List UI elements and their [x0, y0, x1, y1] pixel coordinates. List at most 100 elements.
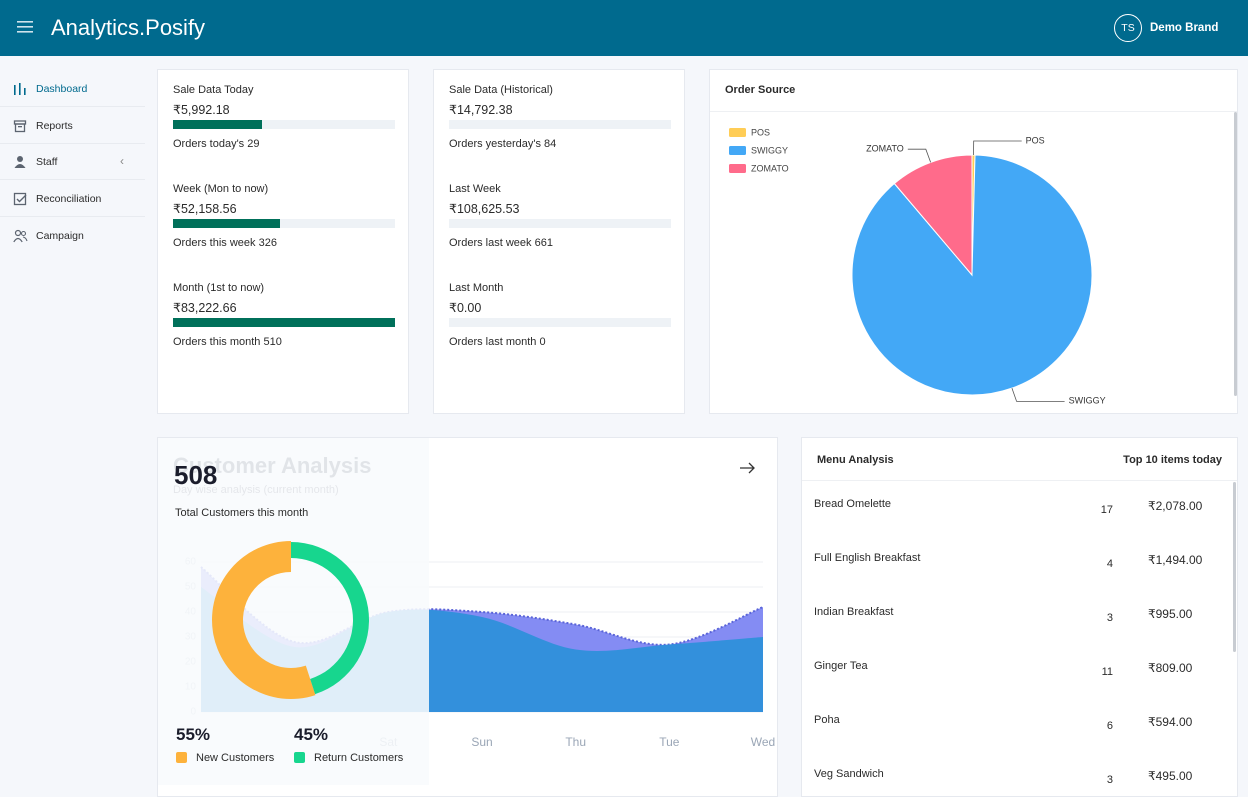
nav-divider — [0, 106, 145, 107]
donut-segment — [212, 541, 316, 699]
customer-summary: 508 Total Customers this month 55% New Cust… — [158, 438, 429, 785]
sale-label: Last Month — [449, 282, 504, 294]
sale-label: Month (1st to now) — [173, 282, 265, 294]
item-qty: 3 — [1106, 612, 1113, 624]
divider — [802, 480, 1237, 481]
progress-track — [173, 120, 395, 129]
sale-amount: ₹52,158.56 — [173, 202, 237, 216]
progress-track — [449, 120, 671, 129]
sidebar: Dashboard Reports Staff ‹ Reconciliation Camp… — [0, 56, 145, 784]
x-tick-label: Sat — [379, 735, 398, 749]
order-source-card: Order Source POS SWIGGY ZOMATO POS SWIGGY ZOMA… — [709, 69, 1238, 414]
nav-chevron[interactable]: ‹ — [120, 154, 124, 168]
area-fill — [201, 567, 763, 712]
legend-label: SWIGGY — [751, 145, 788, 155]
progress-track — [173, 219, 395, 228]
item-qty: 6 — [1106, 720, 1113, 732]
nav-item[interactable]: Dashboard — [0, 71, 145, 107]
card-subtitle: Top 10 items today — [1123, 454, 1222, 466]
nav-label: Staff — [36, 156, 58, 168]
x-tick-label: Sun — [471, 735, 492, 749]
donut-segment — [291, 542, 369, 695]
x-tick-label: Thu — [565, 735, 586, 749]
total-customers: 508 — [174, 460, 218, 490]
card-title: Customer Analysis — [173, 453, 372, 478]
top-bar: Analytics.Posify TS Demo Brand — [0, 0, 1248, 56]
donut-chart — [212, 541, 369, 699]
item-amount: ₹995.00 — [1148, 607, 1193, 621]
legend-swatch — [729, 146, 746, 155]
nav-item[interactable]: Campaign — [0, 218, 145, 254]
item-name: Indian Breakfast — [814, 606, 894, 618]
next-arrow[interactable] — [739, 461, 757, 475]
pie-chart: POS SWIGGY ZOMATO POS SWIGGY ZOMATO — [729, 127, 1106, 406]
nav-divider — [0, 143, 145, 144]
menu-card: Menu Analysis Top 10 items today Bread Ome… — [801, 437, 1238, 797]
user-name[interactable]: Demo Brand — [1150, 22, 1219, 34]
progress-bar — [173, 219, 280, 228]
sale-amount: ₹5,992.18 — [173, 103, 230, 117]
legend-swatch — [176, 752, 187, 763]
nav-icon — [13, 229, 28, 243]
item-qty: 17 — [1100, 504, 1113, 516]
menu-toggle[interactable] — [17, 20, 34, 34]
item-qty: 3 — [1106, 774, 1113, 786]
card-subtitle: Day wise analysis (current month) — [173, 484, 339, 496]
legend-label: POS — [751, 127, 770, 137]
item-name: Poha — [814, 714, 840, 726]
nav-icon — [13, 192, 27, 206]
area-fill — [201, 587, 763, 712]
sale-label: Sale Data Today — [173, 84, 254, 96]
card-title: Menu Analysis — [817, 454, 894, 466]
brand: Analytics.Posify — [51, 15, 206, 40]
orders-text: Orders today's 29 — [173, 138, 260, 150]
nav-item[interactable]: Reconciliation — [0, 181, 145, 217]
sale-amount: ₹0.00 — [449, 301, 482, 315]
sale-amount: ₹14,792.38 — [449, 103, 513, 117]
callout-line — [1011, 388, 1065, 402]
pie-slice — [851, 154, 1093, 396]
nav-divider — [0, 216, 145, 217]
total-label: Total Customers this month — [175, 507, 309, 519]
avatar[interactable]: TS — [1114, 14, 1142, 42]
orders-text: Orders last month 0 — [449, 336, 546, 348]
x-tick-label: Wed — [751, 735, 775, 749]
item-name: Ginger Tea — [814, 660, 868, 672]
legend-label: Return Customers — [314, 752, 404, 764]
nav-icon — [14, 83, 26, 95]
scrollbar — [1234, 112, 1237, 396]
callout-label: ZOMATO — [866, 144, 904, 154]
progress-track — [449, 219, 671, 228]
area-chart: 0 10 20 30 40 50 60 Sat Sun Thu Tue Wed — [185, 557, 775, 750]
legend-label: New Customers — [196, 752, 275, 764]
sale-label: Week (Mon to now) — [173, 183, 269, 195]
area-line — [200, 566, 764, 646]
pie-slice — [971, 154, 976, 276]
y-tick-label: 60 — [185, 557, 197, 568]
y-tick-label: 10 — [185, 682, 197, 693]
y-tick-label: 30 — [185, 632, 197, 643]
nav-item[interactable]: Reports — [0, 108, 145, 144]
callout-line — [907, 148, 932, 163]
y-tick-label: 0 — [190, 707, 196, 718]
card-title: Order Source — [725, 84, 796, 96]
donut-percent: 55% — [176, 725, 211, 744]
pie-slice — [893, 154, 973, 277]
orders-text: Orders yesterday's 84 — [449, 138, 557, 150]
sale-label: Sale Data (Historical) — [449, 84, 553, 96]
item-name: Veg Sandwich — [814, 768, 884, 780]
y-tick-label: 40 — [185, 607, 197, 618]
nav-item[interactable]: Staff ‹ — [0, 144, 145, 180]
donut-percent: 45% — [294, 725, 329, 744]
callout-label: POS — [1026, 135, 1045, 145]
divider — [710, 111, 1237, 112]
orders-text: Orders this month 510 — [173, 336, 282, 348]
item-amount: ₹809.00 — [1148, 661, 1193, 675]
progress-track — [173, 318, 395, 327]
nav-label: Dashboard — [36, 83, 88, 95]
progress-bar — [173, 120, 262, 129]
legend-label: ZOMATO — [751, 163, 789, 173]
progress-track — [449, 318, 671, 327]
